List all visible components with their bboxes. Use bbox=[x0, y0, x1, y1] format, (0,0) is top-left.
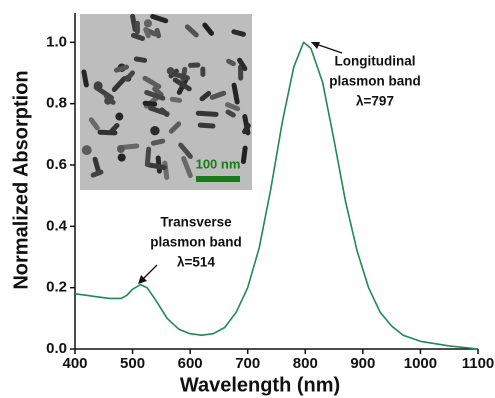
annotation: plasmon band bbox=[150, 235, 242, 250]
y-tick-label: 1.0 bbox=[46, 33, 67, 50]
annotation: Transverse bbox=[160, 215, 232, 230]
nanorod bbox=[188, 62, 201, 68]
particle bbox=[82, 145, 92, 155]
particle bbox=[144, 19, 152, 27]
scale-bar-label: 100 nm bbox=[196, 156, 241, 171]
x-tick-label: 900 bbox=[350, 355, 375, 372]
x-tick-label: 400 bbox=[62, 355, 87, 372]
annotation: λ=797 bbox=[356, 94, 394, 109]
x-axis-title: Wavelength (nm) bbox=[180, 374, 340, 396]
x-tick-label: 800 bbox=[293, 355, 318, 372]
annotation: plasmon band bbox=[329, 74, 421, 89]
scale-bar bbox=[196, 176, 240, 182]
particle bbox=[115, 113, 123, 121]
x-tick-label: 1000 bbox=[404, 355, 437, 372]
y-tick-label: 0.2 bbox=[46, 279, 67, 296]
nanorod bbox=[97, 130, 117, 136]
x-tick-label: 500 bbox=[120, 355, 145, 372]
y-tick-label: 0.4 bbox=[46, 217, 68, 234]
nanorod bbox=[135, 21, 140, 35]
particle bbox=[94, 81, 103, 90]
particle bbox=[117, 145, 125, 153]
y-tick-label: 0.6 bbox=[46, 156, 67, 173]
chart: 100 nm Wavelength (nm) Normalized Absorp… bbox=[0, 0, 495, 398]
annotation: Longitudinal bbox=[335, 54, 416, 69]
x-tick-label: 600 bbox=[178, 355, 203, 372]
x-tick-label: 700 bbox=[235, 355, 260, 372]
x-tick-label: 1100 bbox=[462, 355, 495, 372]
y-tick-label: 0.8 bbox=[46, 95, 67, 112]
annotation: λ=514 bbox=[177, 255, 215, 270]
nanorod bbox=[200, 67, 205, 77]
particle bbox=[150, 126, 159, 135]
y-axis-title: Normalized Absorption bbox=[10, 70, 32, 289]
particle bbox=[118, 153, 126, 161]
